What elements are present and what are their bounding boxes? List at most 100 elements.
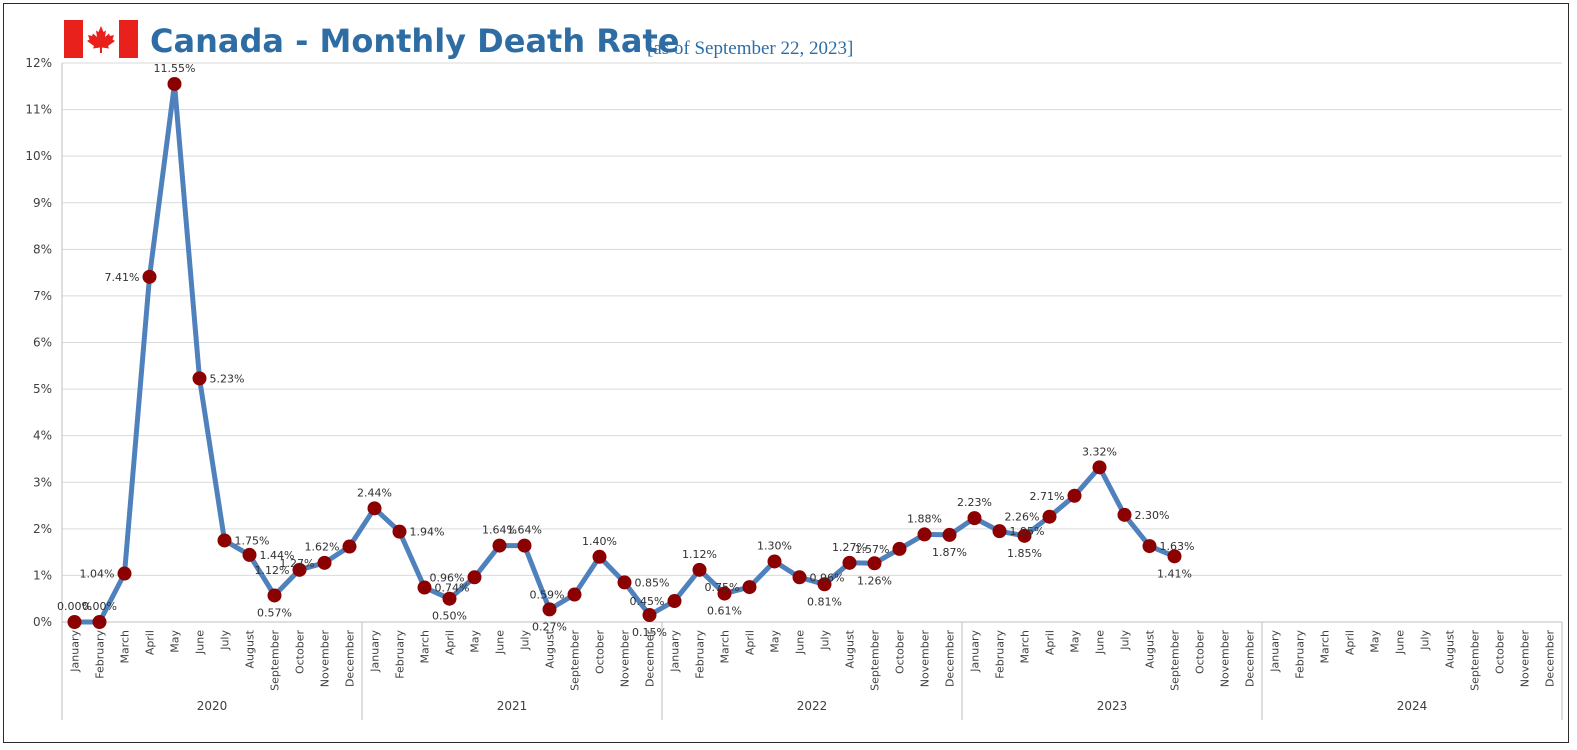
data-label: 1.64%	[482, 524, 517, 537]
x-tick-month: December	[1244, 630, 1257, 688]
y-tick-label: 8%	[33, 242, 52, 256]
data-point	[717, 586, 732, 601]
data-label: 0.75%	[705, 581, 740, 594]
x-tick-month: January	[69, 630, 82, 673]
x-tick-month: July	[219, 630, 232, 651]
data-point	[892, 541, 907, 556]
x-tick-month: October	[1494, 630, 1507, 674]
x-tick-month: March	[1319, 630, 1332, 664]
data-label: 1.95%	[1010, 525, 1045, 538]
data-point	[417, 580, 432, 595]
data-label: 1.57%	[855, 543, 890, 556]
data-point	[842, 555, 857, 570]
y-tick-label: 1%	[33, 568, 52, 582]
y-tick-label: 0%	[33, 615, 52, 629]
data-point	[1167, 549, 1182, 564]
x-tick-month: January	[1269, 630, 1282, 673]
data-point	[542, 602, 557, 617]
x-tick-month: April	[444, 630, 457, 655]
data-point	[667, 594, 682, 609]
data-point	[67, 615, 82, 629]
x-tick-month: April	[744, 630, 757, 655]
data-label: 0.50%	[432, 610, 467, 623]
data-point	[792, 570, 807, 585]
death-rate-chart: Canada - Monthly Death Rate [as of Septe…	[25, 20, 1563, 720]
data-label: 1.41%	[1157, 567, 1192, 580]
data-point	[917, 527, 932, 542]
data-point	[367, 501, 382, 516]
data-label: 7.41%	[105, 271, 140, 284]
data-point	[317, 555, 332, 570]
y-tick-label: 10%	[25, 149, 52, 163]
data-label: 1.75%	[235, 534, 270, 547]
data-label: 0.59%	[530, 589, 565, 602]
x-tick-month: November	[919, 630, 932, 688]
x-tick-month: June	[794, 630, 807, 655]
data-label: 1.87%	[932, 546, 967, 559]
x-axis-ticks: January February March April May June July Augu…	[69, 629, 1557, 713]
x-tick-year: 2020	[197, 699, 228, 713]
data-point	[142, 269, 157, 284]
x-tick-month: July	[519, 630, 532, 651]
x-tick-month: November	[619, 630, 632, 688]
data-point	[867, 556, 882, 571]
data-label: 1.62%	[305, 541, 340, 554]
x-tick-month: February	[694, 630, 707, 679]
x-tick-month: August	[544, 629, 557, 668]
x-tick-month: July	[819, 630, 832, 651]
y-tick-label: 4%	[33, 429, 52, 443]
data-point	[1067, 488, 1082, 503]
y-tick-label: 9%	[33, 196, 52, 210]
data-point	[517, 538, 532, 553]
series-markers	[67, 76, 1182, 629]
data-label: 1.44%	[260, 549, 295, 562]
x-tick-month: March	[1019, 630, 1032, 664]
x-tick-month: June	[1394, 630, 1407, 655]
data-point	[392, 524, 407, 539]
x-tick-month: April	[144, 630, 157, 655]
y-tick-label: 12%	[25, 56, 52, 70]
x-tick-year: 2021	[497, 699, 528, 713]
x-tick-month: April	[1044, 630, 1057, 655]
data-point	[267, 588, 282, 603]
data-point	[1042, 509, 1057, 524]
data-point	[942, 527, 957, 542]
y-tick-label: 7%	[33, 289, 52, 303]
data-label: 0.96%	[810, 571, 845, 584]
x-tick-year: 2024	[1397, 699, 1428, 713]
data-point	[242, 547, 257, 562]
chart-frame: Canada - Monthly Death Rate [as of Septe…	[3, 3, 1569, 743]
data-point	[592, 549, 607, 564]
x-tick-month: April	[1344, 630, 1357, 655]
x-tick-month: August	[844, 629, 857, 668]
x-tick-month: June	[1094, 630, 1107, 655]
data-point	[992, 524, 1007, 539]
data-label: 5.23%	[210, 372, 245, 385]
x-tick-month: February	[94, 630, 107, 679]
data-point	[167, 76, 182, 91]
y-axis-ticks: 0% 1% 2% 3% 4% 5% 6% 7% 8% 9% 10% 11% 12%	[25, 56, 52, 629]
axes	[61, 63, 1563, 720]
x-tick-month: February	[394, 630, 407, 679]
data-label: 2.44%	[357, 486, 392, 499]
x-tick-month: August	[244, 629, 257, 668]
x-tick-year: 2023	[1097, 699, 1128, 713]
x-tick-month: September	[1169, 630, 1182, 691]
x-tick-month: March	[119, 630, 132, 664]
gridlines	[62, 62, 1562, 576]
x-tick-month: December	[944, 630, 957, 688]
y-tick-label: 2%	[33, 522, 52, 536]
x-tick-month: December	[1544, 630, 1557, 688]
data-point	[692, 562, 707, 577]
data-label: 0.57%	[257, 606, 292, 619]
data-point	[767, 554, 782, 569]
x-tick-month: May	[469, 630, 482, 653]
data-point	[1092, 460, 1107, 475]
data-label: 0.00%	[82, 600, 117, 613]
y-tick-label: 11%	[25, 103, 52, 117]
x-tick-month: December	[344, 630, 357, 688]
data-point	[292, 562, 307, 577]
x-tick-month: October	[294, 630, 307, 674]
data-point	[967, 511, 982, 526]
x-tick-month: December	[644, 630, 657, 688]
